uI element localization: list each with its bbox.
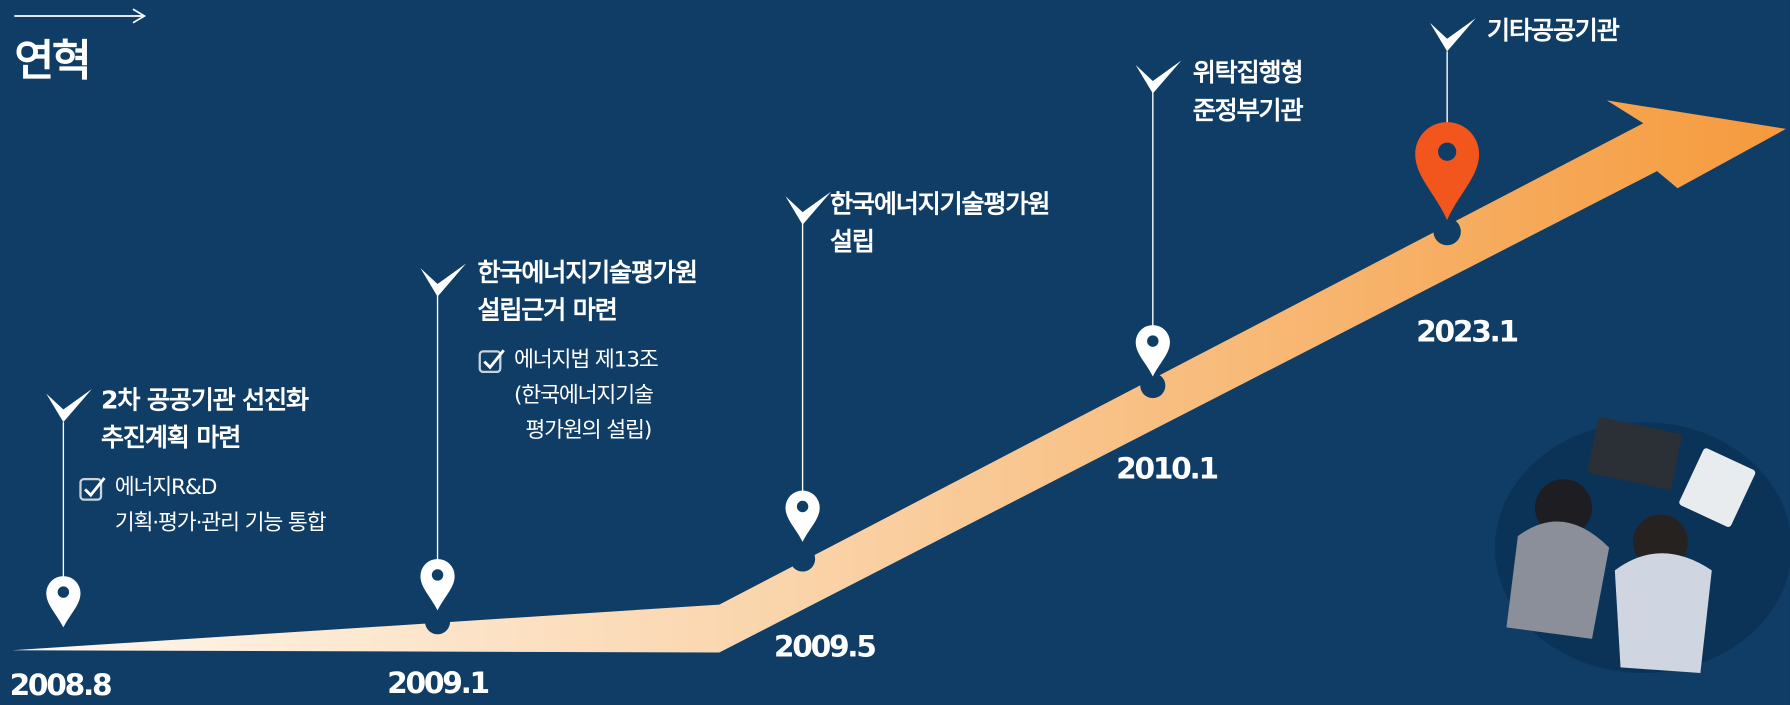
note-text: 평가원의 설립) [525,418,651,443]
event-title: 설립근거 마련 [477,295,616,324]
timeline: 연혁 2차 공공기관 선진화추진계획 마련에너지R&D 기획·평가·관리 기능 통… [0,0,1790,705]
event-title: 추진계획 마련 [101,423,240,452]
pin-base [790,546,815,571]
pin-dot [1147,335,1158,346]
event-date: 2009.1 [387,665,488,700]
event-title: 한국에너지기술평가원 [830,189,1049,218]
note-text: (한국에너지기술 [514,383,653,408]
note-text: 기획·평가·관리 기능 통합 [115,511,327,536]
pin-base [1433,218,1460,245]
pin-base [425,609,450,634]
note-text: 에너지R&D [115,475,217,500]
event-title: 기타공공기관 [1487,16,1620,45]
page-title: 연혁 [14,36,89,86]
event-title: 2차 공공기관 선진화 [101,386,309,415]
event-title: 설립 [830,227,874,256]
pin-dot [1438,143,1456,161]
event-date: 2023.1 [1416,314,1517,349]
event-date: 2009.5 [774,628,875,663]
event-title: 한국에너지기술평가원 [477,258,696,287]
event-date: 2010.1 [1116,451,1217,486]
event-title: 준정부기관 [1193,96,1304,125]
pin-base [1140,373,1165,398]
event-title: 위탁집행형 [1193,58,1303,87]
event-date: 2008.8 [10,667,111,702]
pin-dot [432,569,443,580]
note-text: 에너지법 제13조 [514,347,658,372]
pin-dot [58,586,69,597]
pin-dot [797,501,808,512]
